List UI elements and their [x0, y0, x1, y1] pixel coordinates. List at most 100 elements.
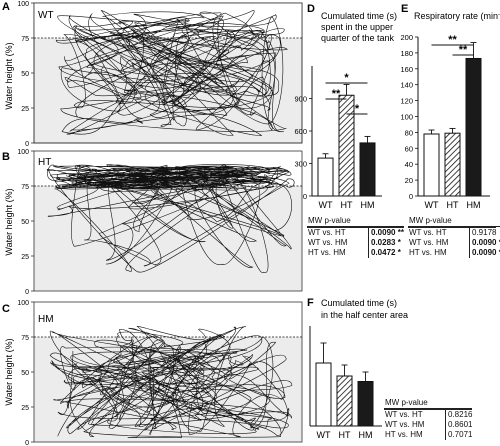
x-tick-label: WT — [425, 200, 439, 210]
panel-e-table-header: MW p-value — [408, 216, 500, 227]
panel-b: B Water height (%) HT 0 25 50 75 100 — [2, 149, 303, 296]
x-tick-label: WT — [319, 200, 333, 210]
panel-b-group-label: HT — [38, 157, 51, 168]
significance-label: ** — [459, 44, 468, 56]
y-tick-label: 300 — [294, 160, 307, 169]
y-tick-label: 25 — [21, 106, 29, 113]
p-value: 0.0090 ** — [470, 248, 500, 258]
y-tick-label: 100 — [17, 300, 29, 307]
bar-hm — [357, 381, 374, 427]
y-tick-label: 0 — [25, 141, 29, 148]
y-tick-label: 50 — [21, 71, 29, 78]
table-row: WT vs. HM 0.8601 — [384, 420, 472, 430]
panel-d-pvalue-table: MW p-value WT vs. HT 0.0090 ** WT vs. HM… — [307, 216, 404, 258]
y-tick-label: 25 — [21, 254, 29, 261]
y-tick-label: 20 — [405, 176, 413, 185]
p-value: 0.9178 — [470, 227, 497, 237]
panel-d-title-line-3: quarter of the tank — [321, 33, 395, 43]
panel-a: A Water height (%) WT 0 25 50 75 100 — [2, 1, 303, 148]
panel-d-letter: D — [307, 3, 315, 15]
y-tick-label: 75 — [21, 184, 29, 191]
panel-c-upper-zone — [34, 302, 302, 337]
panel-c-y-ticks: 0 25 50 75 100 — [17, 300, 34, 446]
y-tick-label: 80 — [405, 128, 413, 137]
p-value: 0.8601 — [448, 420, 473, 429]
panel-f-chart: WT HT HM — [309, 326, 382, 440]
panel-d-title-line-1: Cumulated time (s) — [321, 11, 397, 21]
y-tick-label: 200 — [400, 33, 413, 42]
y-tick-label: 180 — [400, 49, 413, 58]
panel-b-letter: B — [2, 151, 10, 163]
significance-stars: * — [397, 238, 401, 247]
panel-e-letter: E — [401, 3, 408, 15]
y-tick-label: 0 — [303, 192, 307, 201]
panel-a-letter: A — [2, 1, 10, 13]
bar-ht — [336, 375, 353, 427]
table-row: HT vs. HM 0.7071 — [384, 430, 472, 440]
comparison-label: WT vs. HT — [408, 227, 470, 238]
panel-f-pvalue-table: MW p-value WT vs. HT 0.8216 WT vs. HM 0.… — [384, 398, 473, 440]
panel-f-table-header: MW p-value — [384, 398, 473, 409]
bar-wt — [317, 157, 334, 197]
table-row: WT vs. HT 0.9178 — [408, 227, 500, 238]
significance-stars: ** — [499, 238, 500, 247]
x-tick-label: HM — [359, 430, 373, 440]
y-tick-label: 50 — [21, 219, 29, 226]
panel-f-letter: F — [307, 297, 314, 309]
x-tick-label: HT — [447, 200, 459, 210]
panel-f: F Cumulated time (s) in the half center … — [307, 297, 408, 440]
table-row: WT vs. HT 0.0090 ** — [307, 227, 404, 238]
y-tick-label: 100 — [17, 1, 29, 8]
panel-b-y-ticks: 0 25 50 75 100 — [17, 149, 34, 296]
x-tick-label: WT — [317, 430, 331, 440]
significance-label: * — [344, 72, 349, 84]
y-tick-label: 100 — [400, 113, 413, 122]
y-tick-label: 0 — [25, 289, 29, 296]
y-tick-label: 140 — [400, 81, 413, 90]
panel-f-title-line-1: Cumulated time (s) — [321, 298, 397, 308]
p-value: 0.8216 — [446, 409, 473, 419]
significance-label: * — [355, 103, 360, 115]
panel-c: C Water height (%) HM 0 25 50 75 100 — [2, 300, 303, 446]
panel-c-group-label: HM — [38, 314, 54, 325]
panel-c-swim-trace — [49, 325, 293, 438]
p-value: 0.0283 * — [371, 238, 401, 247]
bar-ht — [444, 132, 461, 197]
y-tick-label: 50 — [21, 370, 29, 377]
y-tick-label: 160 — [400, 65, 413, 74]
comparison-label: HT vs. HM — [408, 248, 470, 258]
panel-c-ylabel: Water height (%) — [4, 338, 14, 405]
comparison-label: WT vs. HM — [384, 420, 446, 430]
y-tick-label: 120 — [400, 97, 413, 106]
p-value: 0.0090 ** — [369, 227, 404, 237]
significance-label: ** — [448, 34, 457, 46]
comparison-label: WT vs. HM — [307, 238, 369, 248]
comparison-label: HT vs. HM — [384, 430, 446, 440]
y-tick-label: 900 — [294, 95, 307, 104]
panel-f-title-line-2: in the half center area — [321, 310, 408, 320]
x-tick-label: HT — [341, 200, 353, 210]
x-tick-label: HT — [339, 430, 351, 440]
y-tick-label: 40 — [405, 160, 413, 169]
y-tick-label: 60 — [405, 144, 413, 153]
bar-hm — [359, 142, 376, 197]
panel-e-chart: 0 20 40 60 80 100 120 140 160 180 200 WT HT HM **** — [400, 33, 490, 210]
panel-e-title: Respiratory rate (min-1) — [414, 11, 500, 21]
panel-b-swim-trace — [46, 164, 295, 273]
panel-d-table-header: MW p-value — [307, 216, 404, 227]
panel-a-y-ticks: 0 25 50 75 100 — [17, 1, 34, 148]
table-row: HT vs. HM 0.0090 ** — [408, 248, 500, 258]
p-value: 0.0090 ** — [470, 238, 500, 248]
y-tick-label: 100 — [17, 149, 29, 156]
panel-e-pvalue-table: MW p-value WT vs. HT 0.9178 WT vs. HM 0.… — [408, 216, 500, 258]
comparison-label: WT vs. HT — [384, 409, 446, 420]
panel-e: E Respiratory rate (min-1) 0 20 40 60 80 100 1… — [400, 3, 500, 210]
table-row: HT vs. HM 0.0472 * — [307, 248, 404, 258]
panel-c-letter: C — [2, 303, 10, 315]
p-value: 0.0472 * — [371, 248, 401, 257]
significance-stars: * — [397, 248, 401, 257]
bar-hm — [465, 57, 482, 197]
y-tick-label: 25 — [21, 405, 29, 412]
x-tick-label: HM — [467, 200, 481, 210]
